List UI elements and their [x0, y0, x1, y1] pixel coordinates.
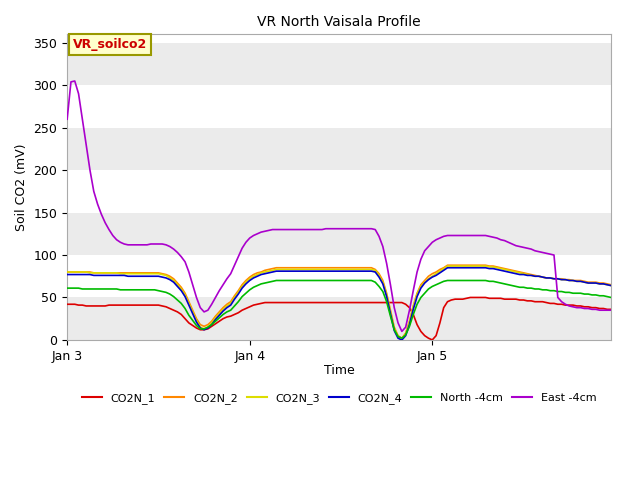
CO2N_1	[63, 301, 71, 307]
CO2N_2	[101, 270, 109, 276]
CO2N_1	[516, 297, 524, 303]
North -4cm	[516, 284, 524, 290]
CO2N_1	[428, 337, 436, 343]
CO2N_2	[516, 269, 524, 275]
North -4cm	[273, 277, 280, 283]
Y-axis label: Soil CO2 (mV): Soil CO2 (mV)	[15, 144, 28, 231]
CO2N_3	[459, 263, 467, 269]
CO2N_4	[398, 337, 406, 343]
CO2N_2	[444, 263, 451, 268]
CO2N_4	[459, 265, 467, 271]
Bar	[67, 213, 611, 255]
X-axis label: Time: Time	[324, 364, 355, 377]
North -4cm	[459, 277, 467, 283]
Bar	[67, 128, 611, 170]
CO2N_1	[143, 302, 151, 308]
CO2N_2	[459, 263, 467, 268]
CO2N_3	[101, 270, 109, 276]
CO2N_1	[230, 312, 238, 317]
CO2N_4	[63, 272, 71, 277]
North -4cm	[508, 283, 516, 288]
North -4cm	[63, 285, 71, 291]
Line: CO2N_1: CO2N_1	[67, 298, 611, 340]
East -4cm	[516, 244, 524, 250]
CO2N_3	[398, 336, 406, 342]
North -4cm	[607, 295, 615, 300]
CO2N_2	[143, 270, 151, 276]
CO2N_3	[230, 295, 238, 300]
East -4cm	[508, 241, 516, 247]
CO2N_4	[607, 283, 615, 288]
East -4cm	[71, 78, 79, 84]
CO2N_2	[63, 269, 71, 275]
CO2N_2	[508, 267, 516, 273]
Line: CO2N_2: CO2N_2	[67, 265, 611, 338]
Line: North -4cm: North -4cm	[67, 280, 611, 338]
CO2N_4	[230, 296, 238, 302]
CO2N_3	[508, 268, 516, 274]
CO2N_3	[63, 269, 71, 275]
East -4cm	[147, 241, 155, 247]
East -4cm	[234, 254, 242, 260]
CO2N_4	[444, 265, 451, 271]
North -4cm	[143, 287, 151, 293]
Bar	[67, 43, 611, 85]
CO2N_1	[467, 295, 474, 300]
Text: VR_soilco2: VR_soilco2	[72, 38, 147, 51]
CO2N_1	[607, 306, 615, 312]
CO2N_2	[230, 293, 238, 299]
CO2N_3	[143, 271, 151, 276]
East -4cm	[607, 307, 615, 313]
CO2N_2	[398, 336, 406, 341]
Line: East -4cm: East -4cm	[67, 81, 611, 331]
CO2N_3	[516, 270, 524, 276]
East -4cm	[63, 116, 71, 122]
CO2N_4	[143, 274, 151, 279]
CO2N_2	[607, 282, 615, 288]
North -4cm	[101, 286, 109, 292]
Legend: CO2N_1, CO2N_2, CO2N_3, CO2N_4, North -4cm, East -4cm: CO2N_1, CO2N_2, CO2N_3, CO2N_4, North -4…	[77, 388, 601, 408]
CO2N_1	[101, 303, 109, 309]
East -4cm	[105, 227, 113, 232]
CO2N_3	[444, 263, 451, 269]
CO2N_1	[455, 296, 463, 302]
North -4cm	[398, 336, 406, 341]
CO2N_4	[101, 273, 109, 278]
CO2N_1	[508, 296, 516, 302]
North -4cm	[230, 303, 238, 309]
East -4cm	[459, 233, 467, 239]
CO2N_4	[516, 272, 524, 277]
Bar	[67, 298, 611, 340]
Line: CO2N_4: CO2N_4	[67, 268, 611, 340]
CO2N_3	[607, 283, 615, 288]
CO2N_4	[508, 270, 516, 276]
Title: VR North Vaisala Profile: VR North Vaisala Profile	[257, 15, 421, 29]
Line: CO2N_3: CO2N_3	[67, 266, 611, 339]
East -4cm	[398, 328, 406, 334]
